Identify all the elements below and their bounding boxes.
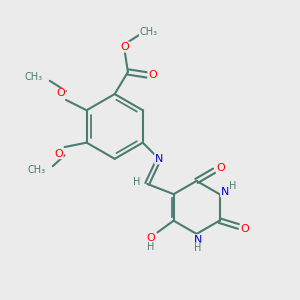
Text: O: O	[54, 148, 63, 158]
Text: O: O	[147, 233, 155, 243]
Text: H: H	[133, 177, 140, 188]
Text: H: H	[147, 242, 155, 252]
Text: O: O	[121, 42, 129, 52]
Text: CH₃: CH₃	[140, 27, 158, 37]
Text: O: O	[56, 88, 65, 98]
Text: O: O	[148, 70, 157, 80]
Text: N: N	[220, 187, 229, 197]
Text: H: H	[194, 243, 202, 253]
Text: O: O	[240, 224, 249, 234]
Text: O: O	[216, 163, 225, 173]
Text: H: H	[229, 181, 236, 191]
Text: CH₃: CH₃	[27, 165, 45, 175]
Text: N: N	[155, 154, 163, 164]
Text: CH₃: CH₃	[24, 72, 43, 82]
Text: N: N	[194, 235, 202, 245]
